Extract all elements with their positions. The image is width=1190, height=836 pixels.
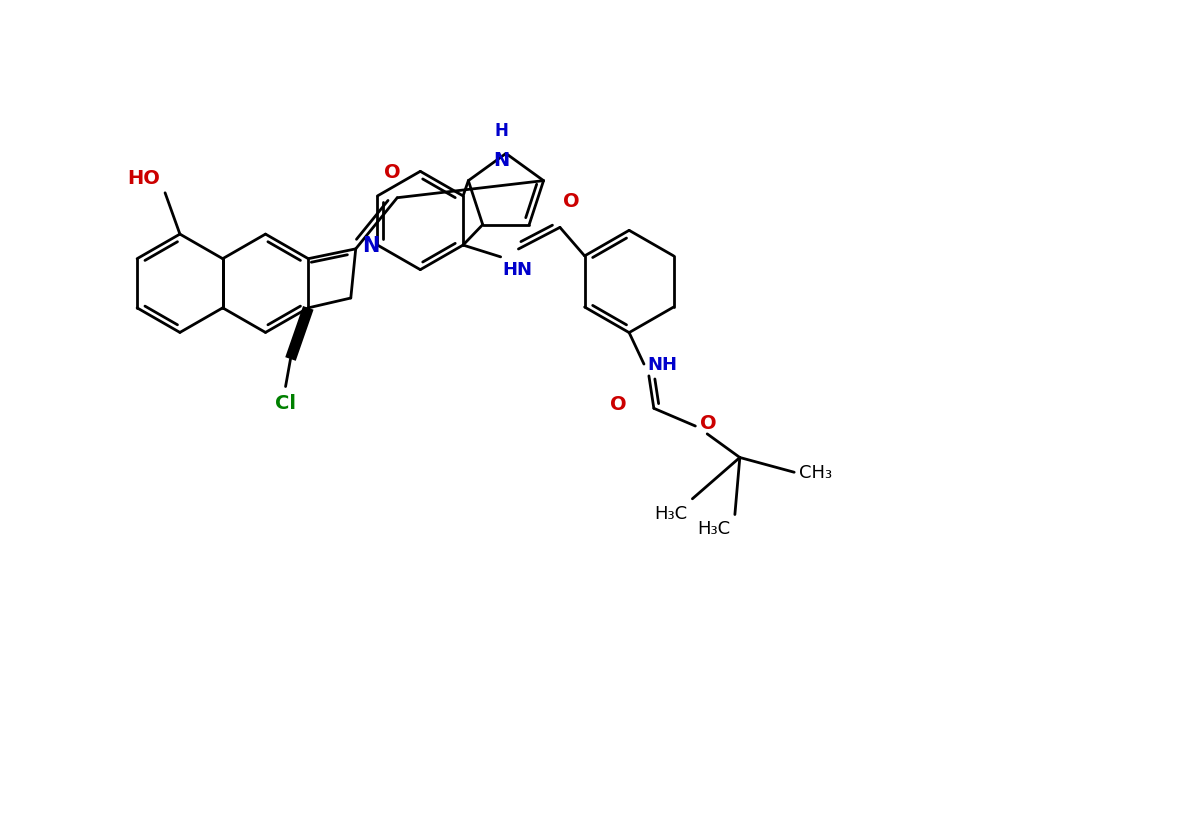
Text: HO: HO	[127, 169, 161, 187]
Text: H: H	[494, 121, 508, 140]
Text: O: O	[609, 395, 626, 414]
Text: O: O	[563, 191, 580, 211]
Text: CH₃: CH₃	[800, 464, 832, 482]
Text: N: N	[493, 150, 509, 170]
Text: Cl: Cl	[275, 394, 296, 413]
Text: O: O	[384, 163, 401, 181]
Text: H₃C: H₃C	[697, 520, 729, 538]
Text: NH: NH	[647, 355, 677, 374]
Text: O: O	[700, 413, 716, 432]
Text: H₃C: H₃C	[654, 504, 688, 522]
Text: HN: HN	[502, 261, 533, 278]
Text: N: N	[362, 236, 380, 256]
